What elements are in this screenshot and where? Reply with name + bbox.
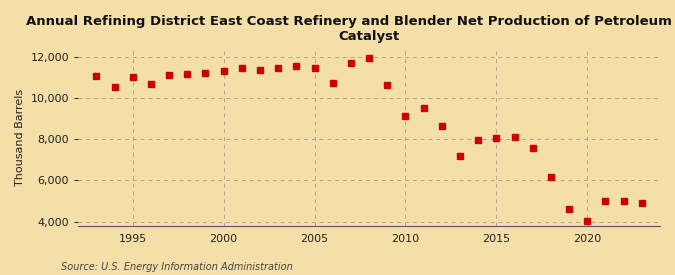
Y-axis label: Thousand Barrels: Thousand Barrels [15, 89, 25, 186]
Text: Source: U.S. Energy Information Administration: Source: U.S. Energy Information Administ… [61, 262, 292, 272]
Title: Annual Refining District East Coast Refinery and Blender Net Production of Petro: Annual Refining District East Coast Refi… [26, 15, 675, 43]
